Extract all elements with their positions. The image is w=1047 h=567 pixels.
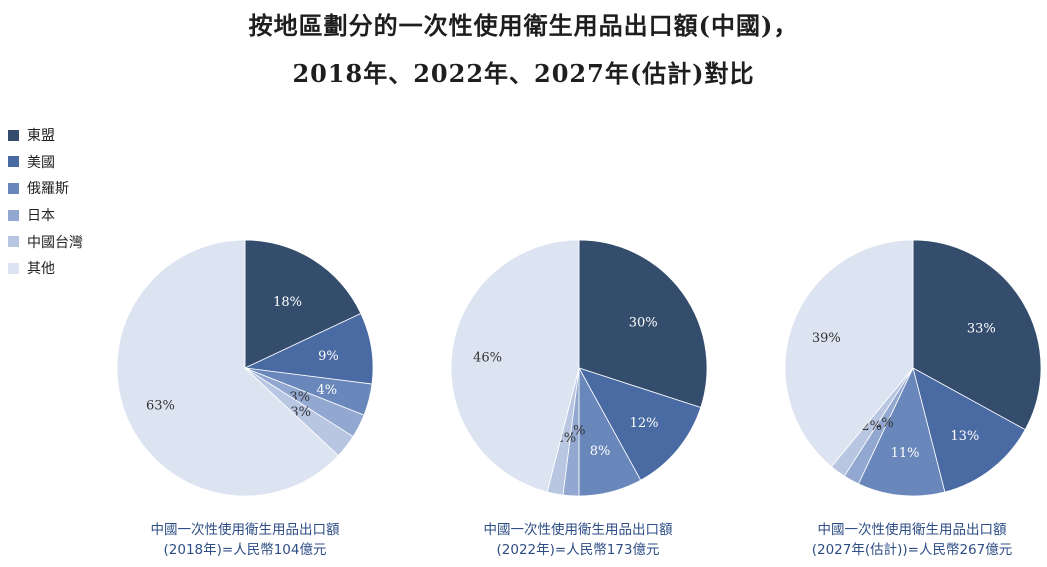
caption-line: 中國一次性使用衛生用品出口額: [483, 522, 673, 538]
caption-2022: 中國一次性使用衛生用品出口額 (2022年)=人民幣173億元: [448, 520, 708, 560]
slice-label-russia: 8%: [590, 444, 611, 459]
legend-item-usa: 美國: [8, 149, 83, 176]
chart-title: 按地區劃分的一次性使用衛生用品出口額(中國)，: [248, 11, 799, 40]
slice-label-other: 46%: [473, 350, 502, 365]
legend-swatch: [8, 209, 19, 221]
pie-slice-russia: [857, 366, 946, 497]
slice-label-asean: 33%: [967, 322, 996, 337]
legend-label: 東盟: [27, 128, 55, 145]
chart-subtitle: 2018年、2022年、2027年(估計)對比: [292, 59, 755, 88]
legend-swatch: [8, 236, 19, 248]
legend-label: 美國: [27, 154, 55, 171]
pie-slice-other: [450, 239, 580, 493]
slice-label-usa: 9%: [318, 349, 339, 364]
slice-label-asean: 30%: [629, 315, 658, 330]
caption-line: 中國一次性使用衛生用品出口額: [150, 522, 340, 538]
pie-slice-usa: [578, 367, 702, 481]
pie-slice-usa: [912, 367, 1026, 493]
slice-label-russia: 4%: [317, 383, 338, 398]
legend-item-russia: 俄羅斯: [8, 175, 83, 202]
legend-item-japan: 日本: [8, 202, 83, 229]
legend-label: 中國台灣: [27, 234, 83, 251]
legend-item-asean: 東盟: [8, 122, 83, 149]
pie-slice-other: [784, 239, 914, 468]
slice-label-russia: 11%: [891, 446, 920, 461]
slice-label-usa: 12%: [630, 416, 659, 431]
pie-slice-asean: [244, 239, 362, 369]
legend-swatch: [8, 129, 19, 141]
legend: 東盟 美國 俄羅斯 日本 中國台灣 其他: [8, 122, 83, 282]
legend-label: 俄羅斯: [27, 181, 69, 198]
slice-label-usa: 13%: [950, 429, 979, 444]
slice-label-asean: 18%: [273, 295, 302, 310]
legend-label: 日本: [27, 208, 55, 225]
slice-label-other: 39%: [812, 331, 841, 346]
caption-line: (2022年)=人民幣173億元: [496, 542, 660, 558]
pie-chart-2: 33%13%11%2%2%39%: [784, 239, 1042, 497]
legend-swatch: [8, 262, 19, 274]
legend-item-taiwan: 中國台灣: [8, 228, 83, 255]
slice-label-other: 63%: [146, 399, 175, 414]
caption-2018: 中國一次性使用衛生用品出口額 (2018年)=人民幣104億元: [115, 520, 375, 560]
caption-2027: 中國一次性使用衛生用品出口額 (2027年(估計))=人民幣267億元: [782, 520, 1042, 560]
caption-line: (2027年(估計))=人民幣267億元: [811, 542, 1013, 558]
caption-line: (2018年)=人民幣104億元: [163, 542, 327, 558]
pie-slice-asean: [578, 239, 708, 409]
pie-slice-other: [116, 239, 339, 497]
legend-item-other: 其他: [8, 255, 83, 282]
legend-swatch: [8, 156, 19, 168]
legend-swatch: [8, 182, 19, 194]
pie-slice-asean: [912, 239, 1042, 431]
legend-label: 其他: [27, 261, 55, 278]
caption-line: 中國一次性使用衛生用品出口額: [817, 522, 1007, 538]
pie-chart-1: 30%12%8%2%2%46%: [450, 239, 708, 497]
pie-chart-0: 18%9%4%3%3%63%: [116, 239, 374, 497]
